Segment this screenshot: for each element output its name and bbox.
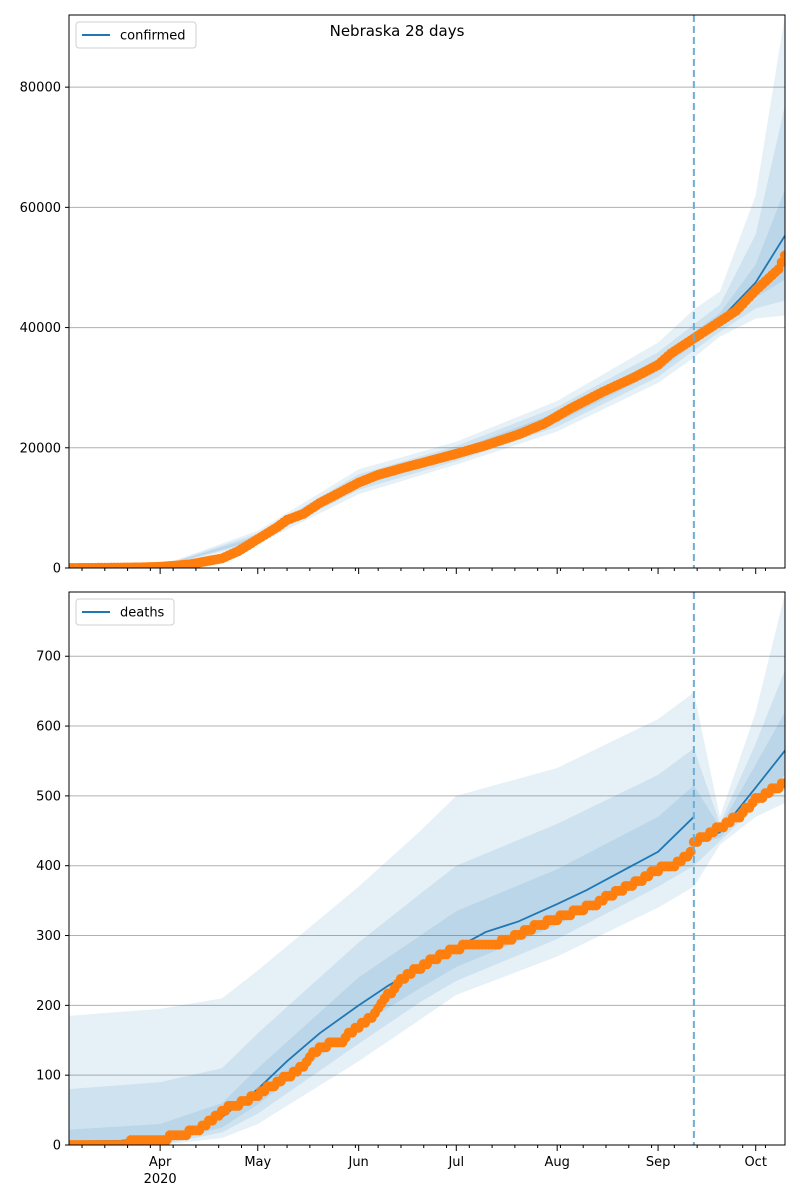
x-tick-label: Oct <box>744 1155 766 1170</box>
uncertainty-band-1-fit <box>69 324 694 568</box>
y-tick-label: 0 <box>53 562 61 577</box>
y-tick-label: 400 <box>36 859 61 874</box>
uncertainty-band-0-fit <box>69 692 694 1145</box>
y-tick-label: 20000 <box>20 441 61 456</box>
plot-area <box>69 15 785 568</box>
y-tick-label: 80000 <box>20 81 61 96</box>
uncertainty-band-2-fit <box>69 785 694 1145</box>
x-tick-label: Aug <box>544 1155 569 1170</box>
y-tick-label: 300 <box>36 929 61 944</box>
y-tick-label: 0 <box>53 1139 61 1154</box>
x-tick-label: Apr <box>149 1155 172 1170</box>
y-tick-label: 40000 <box>20 321 61 336</box>
x-tick-label: May <box>244 1155 271 1170</box>
plot-area <box>69 593 785 1145</box>
observed-point <box>780 778 785 789</box>
x-tick-label: Jul <box>447 1155 464 1170</box>
uncertainty-band-1-fit <box>69 748 694 1145</box>
uncertainty-band-2-fit <box>69 332 694 568</box>
uncertainty-band-0-forecast <box>693 593 785 887</box>
legend-box <box>75 598 175 626</box>
y-tick-label: 60000 <box>20 201 61 216</box>
confirmed-panel: 0 20000 40000 60000 80000 confirmed <box>20 14 786 577</box>
deaths-panel: 0 100 200 300 400 500 600 700 Apr 2020 May Jun Jul Au… <box>36 591 786 1187</box>
legend-label: deaths <box>120 606 165 621</box>
x-tick-label: Sep <box>646 1155 671 1170</box>
x-tick-label: Jun <box>347 1155 368 1170</box>
observed-series <box>69 250 785 568</box>
y-tick-label: 700 <box>36 650 61 665</box>
y-tick-label: 500 <box>36 789 61 804</box>
uncertainty-band-0-fit <box>69 309 694 568</box>
legend-box <box>75 21 197 49</box>
legend-label: confirmed <box>120 29 186 44</box>
y-tick-label: 200 <box>36 999 61 1014</box>
uncertainty-band-1-forecast <box>693 670 785 866</box>
axes-frame <box>68 591 786 1146</box>
observed-point <box>780 250 785 261</box>
y-tick-label: 600 <box>36 720 61 735</box>
y-tick-label: 100 <box>36 1069 61 1084</box>
legend: confirmed <box>75 21 197 49</box>
observed-series <box>69 778 785 1145</box>
axes-frame <box>68 14 786 569</box>
legend: deaths <box>75 598 175 626</box>
uncertainty-band-2-forecast <box>693 712 785 845</box>
x-tick-year-label: 2020 <box>144 1172 177 1187</box>
model-line-fit <box>69 337 695 568</box>
chart-title: Nebraska 28 days <box>330 22 465 40</box>
